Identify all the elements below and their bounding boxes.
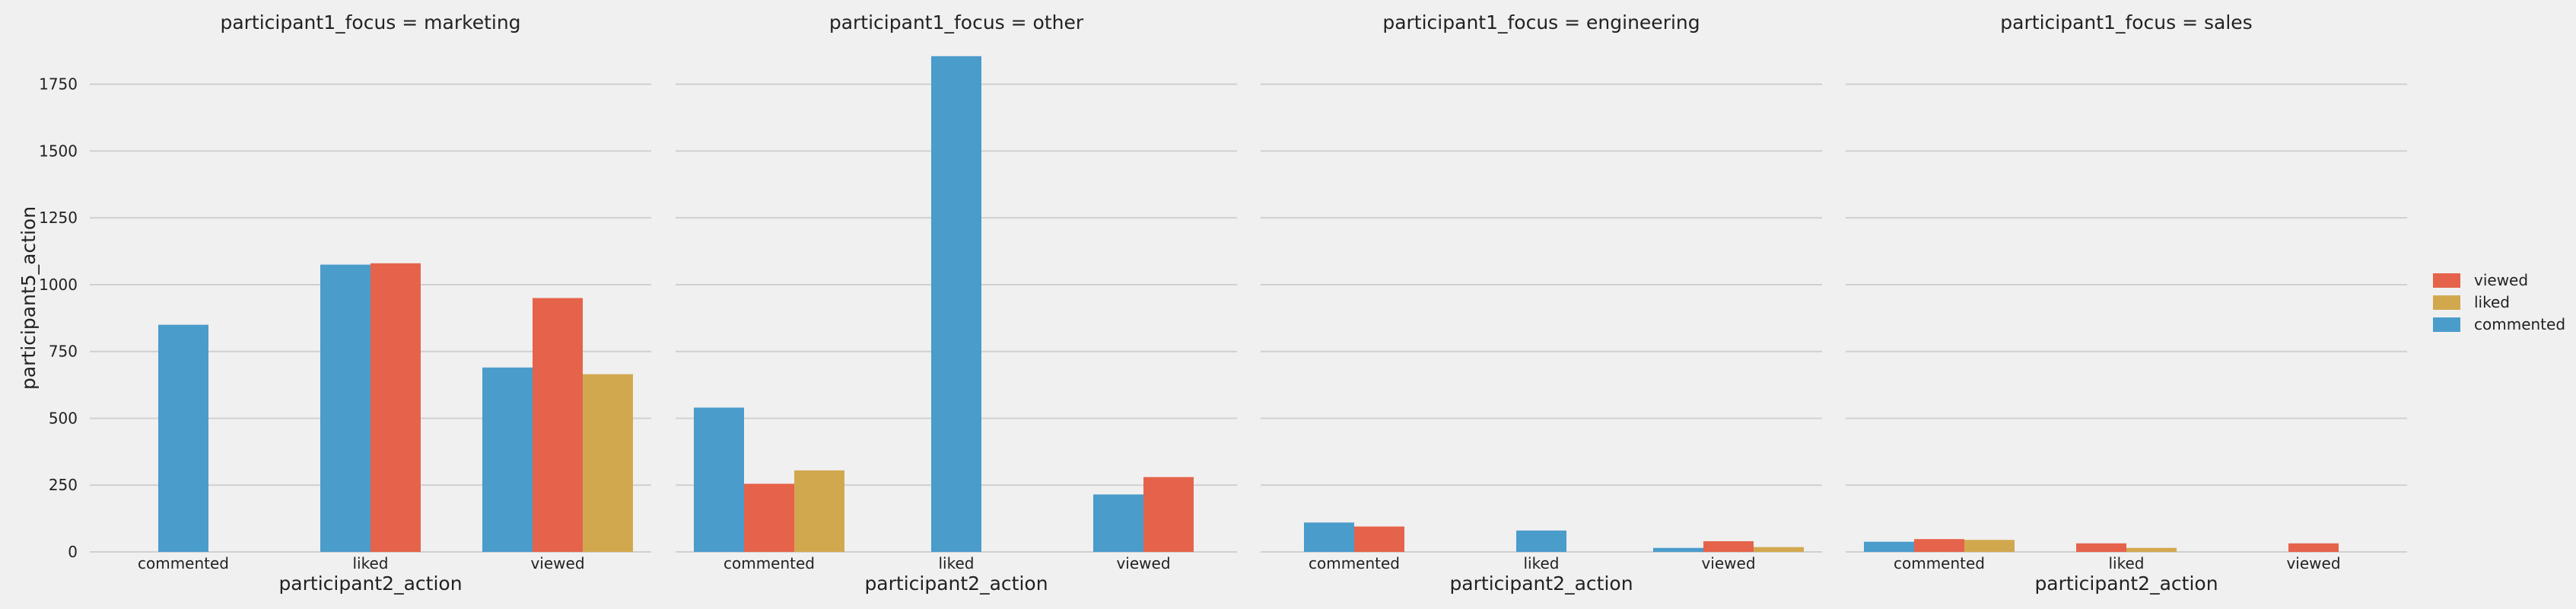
x-tick-label: commented (724, 554, 815, 572)
x-tick-label: viewed (2286, 554, 2340, 572)
facet-title: participant1_focus = engineering (1382, 11, 1700, 33)
bar-commented (694, 407, 744, 552)
bar-commented (1516, 530, 1566, 552)
facet-title: participant1_focus = sales (2000, 11, 2252, 33)
bar-viewed (2076, 543, 2126, 552)
x-axis-label: participant2_action (864, 572, 1048, 595)
bar-viewed (1143, 477, 1194, 552)
x-tick-label: commented (138, 554, 229, 572)
bar-viewed (370, 263, 421, 552)
x-tick-label: liked (1524, 554, 1560, 572)
x-axis-label: participant2_action (278, 572, 462, 595)
x-tick-label: viewed (1701, 554, 1755, 572)
bar-liked (2126, 547, 2177, 552)
y-tick-label: 250 (49, 476, 78, 494)
bar-commented (320, 264, 370, 552)
bar-viewed (2288, 543, 2339, 552)
facet-panel-3: participant1_focus = engineering commente… (1261, 11, 1822, 595)
legend-label-liked: liked (2474, 293, 2510, 311)
legend-swatch-commented (2433, 317, 2460, 332)
facet-title: participant1_focus = marketing (220, 11, 520, 33)
x-tick-label: commented (1309, 554, 1400, 572)
bar-commented (482, 367, 533, 552)
legend-label-viewed: viewed (2474, 271, 2528, 289)
bar-liked (794, 470, 844, 552)
x-tick-label: commented (1894, 554, 1985, 572)
bar-commented (1093, 494, 1143, 552)
x-axis-label: participant2_action (2034, 572, 2218, 595)
bar-commented (1653, 547, 1703, 552)
bar-liked (583, 374, 633, 552)
bar-viewed (1354, 526, 1404, 552)
x-axis-label: participant2_action (1449, 572, 1633, 595)
bar-liked (1754, 547, 1804, 552)
x-tick-label: liked (353, 554, 389, 572)
y-tick-label: 1750 (39, 75, 78, 94)
facet-panel-2: participant1_focus = other commented liked… (676, 11, 1237, 595)
bar-commented (1304, 522, 1354, 552)
bar-commented (158, 324, 208, 552)
x-tick-label: viewed (1116, 554, 1170, 572)
bar-commented (931, 56, 981, 553)
bar-viewed (533, 298, 583, 552)
y-tick-label: 0 (68, 543, 78, 561)
bar-viewed (744, 483, 794, 552)
y-tick-label: 1250 (39, 209, 78, 227)
bar-viewed (1914, 539, 1964, 552)
x-tick-label: liked (939, 554, 975, 572)
y-tick-label: 1000 (39, 276, 78, 294)
bar-commented (1864, 541, 1914, 552)
y-tick-label: 750 (49, 343, 78, 361)
y-tick-label: 1500 (39, 142, 78, 160)
facet-panel-1: participant1_focus = marketing commented l… (90, 11, 651, 595)
facet-title: participant1_focus = other (829, 11, 1084, 33)
legend-swatch-liked (2433, 295, 2460, 310)
y-tick-label: 500 (49, 409, 78, 427)
facet-panel-4: participant1_focus = sales commented liked… (1846, 11, 2407, 595)
legend-swatch-viewed (2433, 273, 2460, 288)
y-axis-label: participant5_action (17, 206, 40, 390)
legend: viewed liked commented (2433, 271, 2565, 333)
x-tick-label: viewed (530, 554, 584, 572)
bar-liked (1964, 540, 2015, 552)
bar-viewed (1703, 540, 1754, 552)
x-tick-label: liked (2109, 554, 2145, 572)
legend-label-commented: commented (2474, 315, 2565, 333)
